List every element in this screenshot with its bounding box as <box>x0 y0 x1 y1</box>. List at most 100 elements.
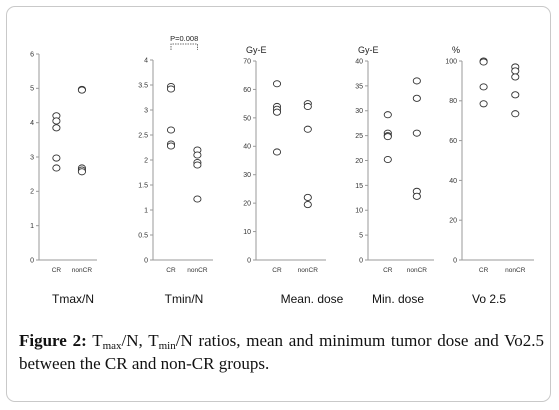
data-point <box>52 154 61 162</box>
data-point <box>166 126 176 134</box>
y-tick-label: 10 <box>243 229 251 236</box>
y-tick-label: 1 <box>30 223 34 230</box>
y-tick-label: 1 <box>144 207 148 214</box>
y-tick-label: 60 <box>243 87 251 94</box>
y-tick-label: 50 <box>243 115 251 122</box>
y-tick-label: 4 <box>144 57 148 64</box>
data-point <box>303 102 312 111</box>
data-point <box>193 151 202 159</box>
y-tick-label: 0 <box>453 257 457 264</box>
caption-tmax-symbol: T <box>92 331 103 350</box>
data-point <box>511 110 520 118</box>
data-point <box>412 192 421 200</box>
x-tick-label: nonCR <box>187 267 208 274</box>
y-tick-label: 5 <box>30 86 34 93</box>
y-tick-label: 100 <box>445 58 457 65</box>
scatter-panels: 0 1 2 3 4 5 6 CR nonCR Tmax/N 0 0.5 1 1.5 2 2.5 3 3.5 4 CR n… <box>30 34 534 306</box>
y-tick-label: 15 <box>355 183 363 190</box>
y-tick-label: 0 <box>359 257 363 264</box>
data-point <box>412 77 421 85</box>
y-tick-label: 0 <box>247 257 251 264</box>
caption-text: /N ratios, mean and minimum tumor dose a… <box>19 331 544 373</box>
data-point <box>303 193 312 202</box>
y-tick-label: 30 <box>243 172 251 179</box>
data-point <box>272 108 282 116</box>
data-point <box>479 58 488 66</box>
data-point <box>272 80 282 88</box>
panel-title: Min. dose <box>372 292 424 306</box>
data-point <box>303 201 312 209</box>
caption-figure-label: Figure 2: <box>19 331 87 350</box>
y-tick-label: 1.5 <box>138 182 148 189</box>
panel-title: Mean. dose <box>281 292 344 306</box>
y-tick-label: 2.5 <box>138 132 148 139</box>
caption-tmin-subscript: min <box>158 340 176 352</box>
data-point <box>166 142 176 150</box>
y-tick-label: 60 <box>449 138 457 145</box>
figure-frame: 0 1 2 3 4 5 6 CR nonCR Tmax/N 0 0.5 1 1.5 2 2.5 3 3.5 4 CR n… <box>6 6 551 402</box>
y-tick-label: 40 <box>449 178 457 185</box>
data-point <box>77 86 86 94</box>
x-tick-label: CR <box>479 267 489 274</box>
data-point <box>511 91 520 99</box>
y-tick-label: 70 <box>243 58 251 65</box>
x-tick-label: CR <box>383 267 393 274</box>
y-tick-label: 35 <box>355 83 363 90</box>
panel-title: Vo 2.5 <box>472 292 506 306</box>
y-tick-label: 4 <box>30 120 34 127</box>
data-point <box>412 129 421 137</box>
y-tick-label: 20 <box>449 218 457 225</box>
data-point <box>511 73 520 81</box>
x-tick-label: nonCR <box>298 267 319 274</box>
data-point <box>52 117 61 125</box>
data-point <box>166 85 176 93</box>
x-tick-label: nonCR <box>505 267 526 274</box>
x-tick-label: CR <box>166 267 176 274</box>
data-point <box>193 195 202 203</box>
y-tick-label: 3 <box>30 154 34 161</box>
significance-bracket <box>170 43 198 50</box>
data-point <box>479 83 488 91</box>
y-tick-label: 3 <box>144 107 148 114</box>
data-point <box>77 168 86 176</box>
significance-label: P=0.008 <box>170 34 198 43</box>
data-point <box>303 125 312 133</box>
data-point <box>383 155 392 164</box>
y-tick-label: 0.5 <box>138 232 148 239</box>
data-point <box>272 148 282 156</box>
data-point <box>193 161 202 169</box>
caption-tmax-subscript: max <box>102 340 122 352</box>
unit-label: Gy-E <box>358 45 379 55</box>
caption-tmax-ratio: /N, <box>121 331 143 350</box>
y-tick-label: 6 <box>30 51 34 58</box>
x-tick-label: CR <box>52 267 62 274</box>
data-point <box>479 100 488 108</box>
data-point <box>383 133 392 141</box>
panel-title: Tmax/N <box>52 292 94 306</box>
data-point <box>511 67 520 75</box>
y-tick-label: 80 <box>449 98 457 105</box>
unit-label: Gy-E <box>246 45 267 55</box>
panel-title: Tmin/N <box>165 292 204 306</box>
y-tick-label: 20 <box>243 201 251 208</box>
x-tick-label: CR <box>272 267 282 274</box>
y-tick-label: 2 <box>30 189 34 196</box>
figure-caption: Figure 2: Tmax/N, Tmin/N ratios, mean an… <box>19 329 544 375</box>
y-tick-label: 0 <box>30 257 34 264</box>
data-point <box>52 124 61 132</box>
data-point <box>383 111 392 119</box>
y-tick-label: 40 <box>355 58 363 65</box>
caption-tmin-symbol: T <box>148 331 159 350</box>
y-tick-label: 5 <box>359 233 363 240</box>
y-tick-label: 40 <box>243 144 251 151</box>
x-tick-label: nonCR <box>72 267 93 274</box>
unit-label: % <box>452 45 460 55</box>
y-tick-label: 2 <box>144 157 148 164</box>
y-tick-label: 0 <box>144 257 148 264</box>
y-tick-label: 20 <box>355 158 363 165</box>
y-tick-label: 3.5 <box>138 82 148 89</box>
data-point <box>52 164 61 172</box>
y-tick-label: 30 <box>355 108 363 115</box>
y-tick-label: 10 <box>355 208 363 215</box>
y-tick-label: 25 <box>355 133 363 140</box>
